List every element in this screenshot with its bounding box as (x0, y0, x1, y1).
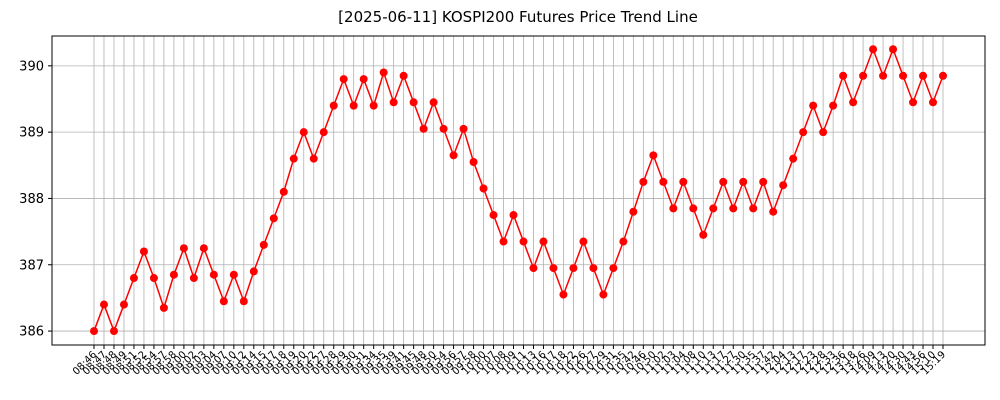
point (249, 267, 258, 276)
point (709, 204, 718, 213)
point (749, 204, 758, 213)
point (149, 274, 158, 283)
point (299, 128, 308, 137)
point (359, 75, 368, 84)
y-tick-label: 387 (19, 258, 44, 273)
point (389, 98, 398, 107)
point (369, 101, 378, 110)
point (169, 270, 178, 279)
point (329, 101, 338, 110)
point (349, 101, 358, 110)
point (839, 71, 848, 80)
point (689, 204, 698, 213)
point (199, 244, 208, 253)
point (129, 274, 138, 283)
point (229, 270, 238, 279)
point (569, 264, 578, 273)
point (99, 300, 108, 309)
y-tick-label: 390 (19, 59, 44, 74)
point (409, 98, 418, 107)
point (219, 297, 228, 306)
point (319, 128, 328, 137)
point (539, 237, 548, 246)
point (679, 177, 688, 186)
point (379, 68, 388, 77)
point (419, 124, 428, 133)
point (559, 290, 568, 299)
point (869, 45, 878, 54)
point (499, 237, 508, 246)
y-tick-label: 386 (19, 325, 44, 340)
point (879, 71, 888, 80)
point (259, 240, 268, 249)
point (529, 264, 538, 273)
point (719, 177, 728, 186)
point (239, 297, 248, 306)
point (179, 244, 188, 253)
point (659, 177, 668, 186)
point (919, 71, 928, 80)
point (779, 181, 788, 190)
point (649, 151, 658, 160)
point (119, 300, 128, 309)
point (519, 237, 528, 246)
point (429, 98, 438, 107)
point (549, 264, 558, 273)
point (509, 211, 518, 220)
point (399, 71, 408, 80)
plot-frame (51, 35, 986, 346)
point (309, 154, 318, 163)
point (899, 71, 908, 80)
point (609, 264, 618, 273)
chart-title: [2025-06-11] KOSPI200 Futures Price Tren… (338, 8, 698, 26)
line (93, 47, 944, 334)
point (189, 274, 198, 283)
point (90, 327, 98, 336)
point (629, 207, 638, 216)
point (889, 45, 898, 54)
point (479, 184, 488, 193)
point (829, 101, 838, 110)
point (759, 177, 768, 186)
point (859, 71, 868, 80)
point (459, 124, 468, 133)
point (729, 204, 738, 213)
point (209, 270, 218, 279)
point (849, 98, 858, 107)
point (159, 303, 168, 312)
point (139, 247, 148, 256)
point (669, 204, 678, 213)
point (769, 207, 778, 216)
point (739, 177, 748, 186)
point (439, 124, 448, 133)
point (579, 237, 588, 246)
point (489, 211, 498, 220)
y-tick-label: 388 (19, 192, 44, 207)
point (339, 75, 348, 84)
point (909, 98, 918, 107)
point (809, 101, 818, 110)
point (469, 157, 478, 166)
point (699, 230, 708, 239)
point (109, 327, 118, 336)
point (599, 290, 608, 299)
point (929, 98, 938, 107)
point (799, 128, 808, 137)
point (589, 264, 598, 273)
point (279, 187, 288, 196)
point (289, 154, 298, 163)
y-tick-label: 389 (19, 126, 44, 141)
point (619, 237, 628, 246)
point (449, 151, 458, 160)
point (939, 71, 947, 80)
point (819, 128, 828, 137)
point (269, 214, 278, 223)
point (789, 154, 798, 163)
point (639, 177, 648, 186)
